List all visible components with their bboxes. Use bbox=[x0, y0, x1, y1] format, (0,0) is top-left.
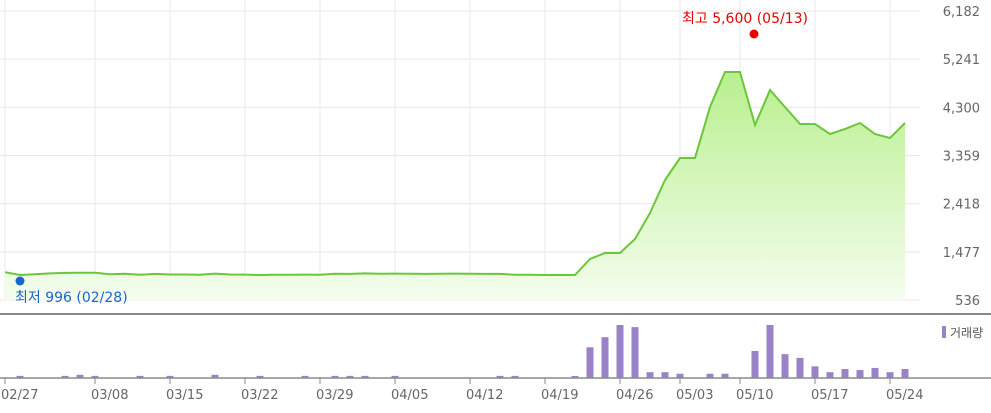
volume-bar bbox=[511, 375, 519, 378]
volume-bar bbox=[871, 367, 879, 378]
x-axis: 02/27 03/08 03/15 03/22 03/29 04/05 04/12 04/19… bbox=[1, 378, 923, 403]
volume-bar bbox=[721, 373, 729, 378]
volume-bar bbox=[61, 375, 69, 378]
volume-bar bbox=[661, 372, 669, 378]
volume-legend-label: 거래량 bbox=[950, 326, 983, 340]
volume-bar bbox=[886, 372, 894, 378]
x-tick-label: 03/22 bbox=[241, 388, 278, 403]
y-tick-label: 6,182 bbox=[943, 5, 980, 20]
price-line bbox=[4, 71, 906, 277]
y-tick-label: 536 bbox=[955, 294, 980, 309]
x-tick-label: 04/26 bbox=[616, 388, 653, 403]
x-tick-label: 04/05 bbox=[391, 388, 428, 403]
x-tick-label: 03/15 bbox=[166, 388, 203, 403]
volume-bar bbox=[586, 347, 594, 378]
volume-bar bbox=[841, 368, 849, 378]
x-tick-label: 03/08 bbox=[91, 388, 128, 403]
volume-bars bbox=[16, 325, 909, 378]
volume-bar bbox=[16, 375, 24, 378]
low-point-marker bbox=[15, 276, 25, 286]
high-low-markers: 최고 5,600 (05/13) 최저 996 (02/28) bbox=[15, 11, 808, 306]
volume-bar bbox=[256, 375, 264, 378]
volume-bar bbox=[331, 375, 339, 378]
volume-bar bbox=[301, 375, 309, 378]
volume-bar bbox=[211, 374, 219, 378]
volume-bar bbox=[826, 372, 834, 378]
volume-bar bbox=[496, 375, 504, 378]
volume-bar bbox=[91, 375, 99, 378]
volume-bar bbox=[571, 376, 579, 378]
x-tick-label: 05/03 bbox=[676, 388, 713, 403]
volume-bar bbox=[136, 375, 144, 378]
x-tick-label: 03/29 bbox=[316, 388, 353, 403]
volume-bar bbox=[346, 375, 354, 378]
volume-bar bbox=[391, 375, 399, 378]
price-area bbox=[5, 72, 905, 300]
volume-bar bbox=[646, 372, 654, 378]
x-tick-label: 04/12 bbox=[466, 388, 503, 403]
y-tick-label: 3,359 bbox=[943, 150, 980, 165]
volume-bar bbox=[796, 357, 804, 378]
volume-bar bbox=[361, 375, 369, 378]
volume-bar bbox=[631, 327, 639, 378]
volume-bar bbox=[166, 375, 174, 378]
y-tick-label: 4,300 bbox=[943, 101, 980, 116]
volume-bar bbox=[781, 354, 789, 378]
volume-bar bbox=[766, 325, 774, 378]
volume-bar bbox=[616, 325, 624, 378]
volume-bar bbox=[856, 370, 864, 378]
x-tick-label: 05/24 bbox=[886, 388, 923, 403]
x-tick-label: 02/27 bbox=[1, 388, 38, 403]
volume-legend-swatch bbox=[942, 326, 946, 338]
high-point-marker bbox=[749, 29, 759, 39]
volume-bar bbox=[706, 373, 714, 378]
volume-bar bbox=[811, 366, 819, 378]
volume-bar bbox=[76, 374, 84, 378]
x-tick-label: 05/10 bbox=[736, 388, 773, 403]
y-tick-label: 1,477 bbox=[943, 246, 980, 261]
y-tick-label: 2,418 bbox=[943, 198, 980, 213]
high-label: 최고 5,600 (05/13) bbox=[682, 11, 808, 27]
low-label: 최저 996 (02/28) bbox=[15, 290, 128, 306]
volume-bar bbox=[751, 350, 759, 378]
x-tick-label: 05/17 bbox=[811, 388, 848, 403]
volume-bar bbox=[601, 337, 609, 378]
x-tick-label: 04/19 bbox=[541, 388, 578, 403]
volume-bar bbox=[676, 373, 684, 378]
volume-bar bbox=[901, 368, 909, 378]
y-tick-label: 5,241 bbox=[943, 53, 980, 68]
y-axis: 536 1,477 2,418 3,359 4,300 5,241 6,182 bbox=[943, 5, 980, 309]
